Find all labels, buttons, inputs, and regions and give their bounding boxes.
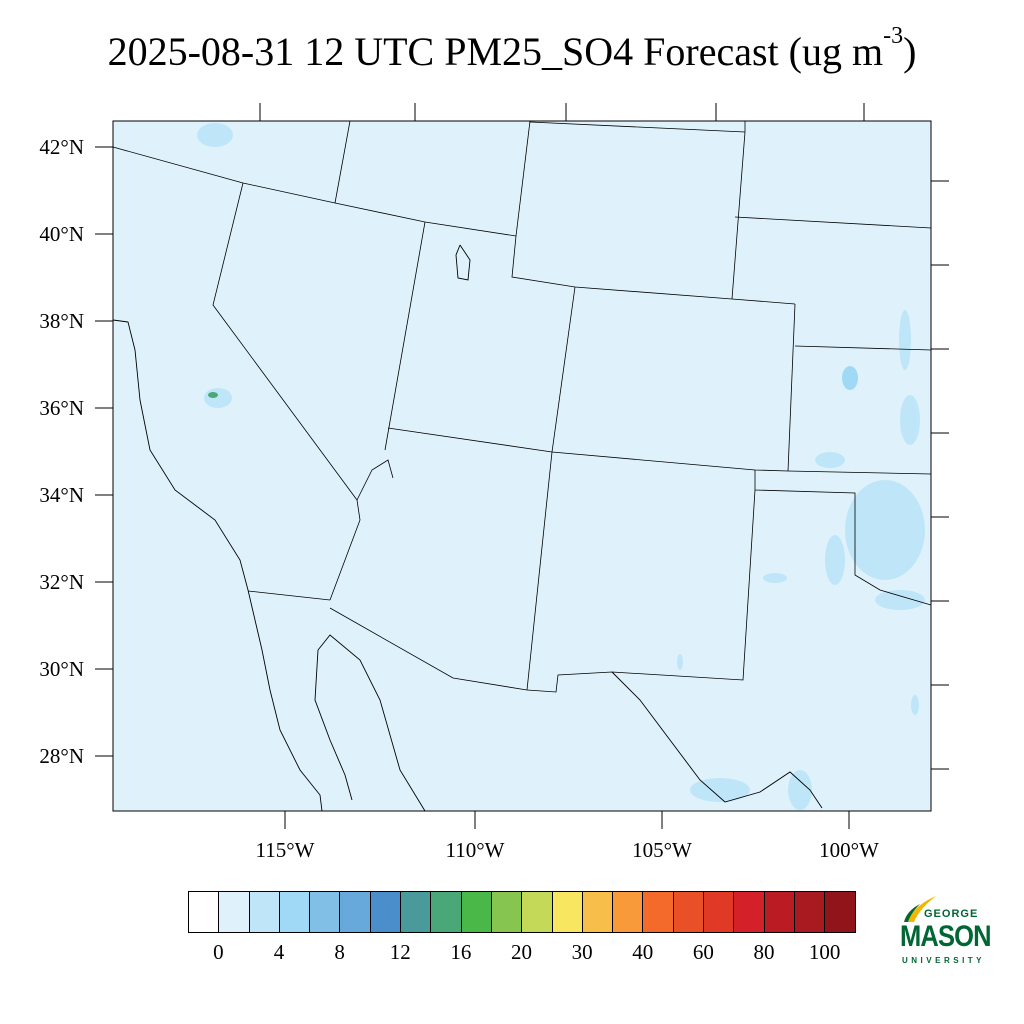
george-mason-logo: GEORGE MASON UNIVERSITY xyxy=(900,894,1004,970)
lat-label: 32°N xyxy=(39,570,84,594)
axis-ticks xyxy=(95,103,949,829)
colorbar-box xyxy=(794,892,826,932)
logo-swoosh-icon xyxy=(904,896,936,922)
colorbar-label: 60 xyxy=(692,940,714,964)
map-frame xyxy=(112,120,932,812)
colorbar-box xyxy=(582,892,614,932)
colorbar-label: 4 xyxy=(273,940,285,964)
colorbar-label: 30 xyxy=(571,940,593,964)
lat-label: 36°N xyxy=(39,396,84,420)
concentration-patches xyxy=(197,123,925,810)
colorbar-label: 16 xyxy=(450,940,472,964)
colorbar-box xyxy=(340,892,371,932)
colorbar-label: 100 xyxy=(808,940,841,964)
colorbar-label: 80 xyxy=(753,940,775,964)
colorbar-box xyxy=(643,892,674,932)
colorbar-box xyxy=(249,892,280,932)
logo-university: UNIVERSITY xyxy=(902,956,986,965)
map-title: 2025-08-31 12 UTC PM25_SO4 Forecast (ug … xyxy=(0,24,1024,76)
colorbar-label: 12 xyxy=(389,940,411,964)
colorbar-box xyxy=(219,892,250,932)
colorbar-box xyxy=(370,892,402,932)
lat-label: 28°N xyxy=(39,744,84,768)
colorbar-box xyxy=(613,892,644,932)
logo-george: GEORGE xyxy=(924,908,979,920)
colorbar-box xyxy=(552,892,583,932)
colorbar-label: 8 xyxy=(334,940,345,964)
lon-label: 110°W xyxy=(445,838,505,862)
title-text: 2025-08-31 12 UTC PM25_SO4 Forecast (ug … xyxy=(107,29,884,74)
colorbar-box xyxy=(279,892,311,932)
lat-label: 30°N xyxy=(39,657,84,681)
colorbar-box xyxy=(310,892,341,932)
colorbar-box xyxy=(764,892,795,932)
logo-mason: MASON xyxy=(900,920,992,953)
colorbar-box xyxy=(461,892,492,932)
colorbar xyxy=(188,891,856,933)
lat-label: 40°N xyxy=(39,222,84,246)
colorbar-box xyxy=(522,892,553,932)
colorbar-label: 40 xyxy=(632,940,654,964)
colorbar-box xyxy=(431,892,462,932)
lat-label: 38°N xyxy=(39,309,84,333)
colorbar-label: 0 xyxy=(213,940,224,964)
title-unit-exponent: -3 xyxy=(883,23,904,49)
colorbar-label: 20 xyxy=(511,940,532,964)
title-close: ) xyxy=(903,29,917,74)
lon-label: 100°W xyxy=(819,838,879,862)
lat-label: 42°N xyxy=(39,135,84,159)
colorbar-box xyxy=(825,892,855,932)
colorbar-box xyxy=(189,892,220,932)
concentration-hotspot xyxy=(208,392,218,398)
lon-label: 105°W xyxy=(632,838,692,862)
colorbar-box xyxy=(491,892,523,932)
lat-label: 34°N xyxy=(39,483,84,507)
coastlines xyxy=(112,244,823,812)
colorbar-box xyxy=(673,892,705,932)
colorbar-box xyxy=(704,892,735,932)
colorbar-box xyxy=(734,892,765,932)
map-background xyxy=(113,121,931,811)
state-borders xyxy=(112,120,932,693)
lon-label: 115°W xyxy=(255,838,315,862)
colorbar-box xyxy=(401,892,432,932)
